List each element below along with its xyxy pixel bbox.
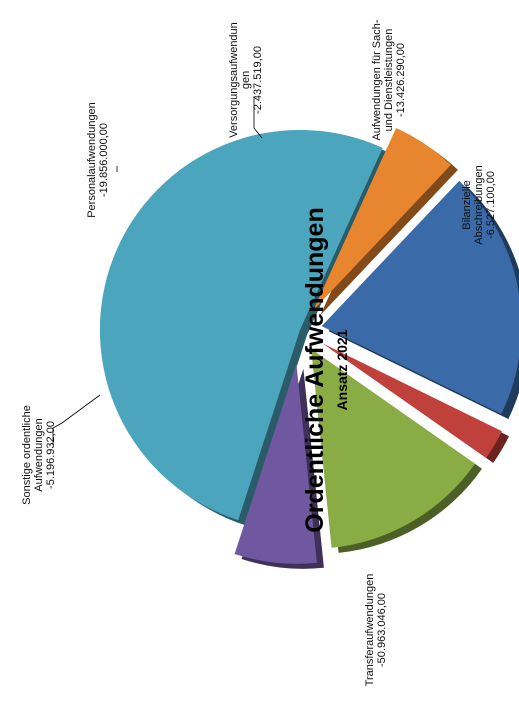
pie-slice-4 [311, 348, 475, 548]
chart-title: Ordentliche Aufwendungen [301, 207, 329, 532]
pie-slice-label-5: BilanzielleAbschreibungen-6.527.100,00 [461, 165, 497, 245]
pie-slice-3 [322, 343, 502, 458]
chart-subtitle: Ansatz 2021 [334, 329, 350, 410]
pie-slice-0 [99, 129, 383, 521]
pie-leader-line-3 [253, 97, 263, 139]
pie-slice-1 [313, 128, 451, 311]
pie-slice-label-4: Aufwendungen für Sach-und Dienstleistung… [371, 19, 407, 140]
pie-slice-label-3: Versorgungsaufwendungen-2.437.519,00 [228, 22, 264, 138]
pie-slice-label-0: Transferaufwendungen-50.963.046,00 [364, 574, 388, 687]
pie-slice-label-1: Sonstige ordentlicheAufwendungen-5.196.9… [21, 405, 57, 505]
pie-slice-5 [234, 363, 317, 564]
pie-slice-2 [321, 180, 519, 414]
pie-slice-label-2: Personalaufwendungen-19.856.000,00 [86, 102, 110, 218]
pie-leader-line-1 [52, 394, 101, 445]
